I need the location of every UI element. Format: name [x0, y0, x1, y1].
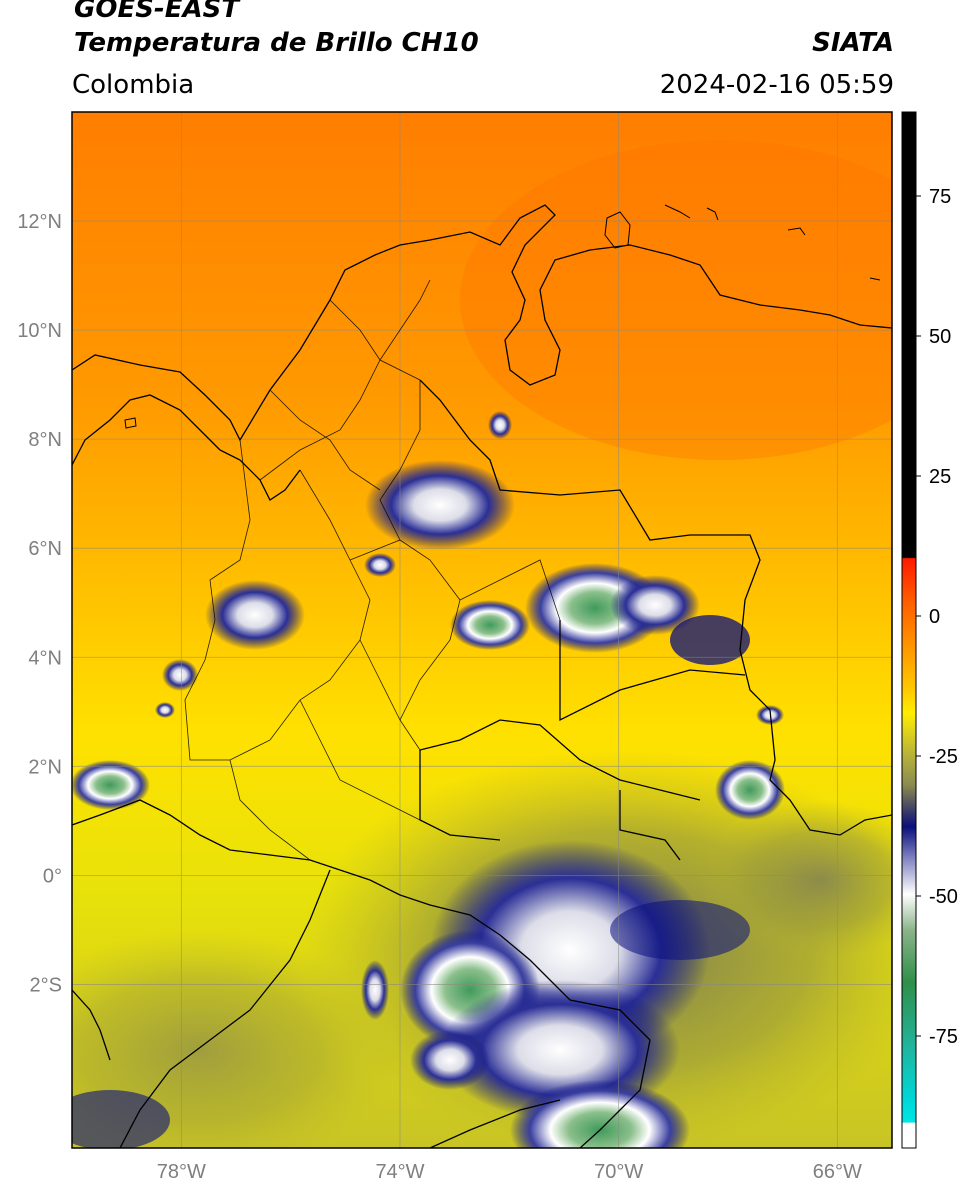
lat-tick-label: 0°	[43, 865, 62, 887]
lat-tick-label: 12°N	[17, 211, 62, 233]
colorbar-tick-label: 75	[929, 186, 951, 208]
colorbar	[902, 112, 916, 1148]
islands	[124, 204, 881, 429]
department-borders	[184, 279, 561, 861]
lon-tick-label: 78°W	[157, 1161, 206, 1183]
graticule	[72, 112, 892, 1148]
lat-tick-label: 2°N	[28, 756, 62, 778]
colorbar-tick-label: -75	[929, 1026, 958, 1048]
lat-tick-label: 6°N	[28, 538, 62, 560]
colorbar-tick-label: 50	[929, 326, 951, 348]
lon-tick-label: 74°W	[375, 1161, 424, 1183]
lat-tick-label: 8°N	[28, 429, 62, 451]
colorbar-frame	[901, 111, 917, 1149]
timestamp: 2024-02-16 05:59	[659, 70, 894, 100]
colorbar-tick-label: 0	[929, 606, 940, 628]
agency-label: SIATA	[812, 28, 894, 58]
colorbar-tick-label: 25	[929, 466, 951, 488]
colorbar-tick-label: -25	[929, 746, 958, 768]
map-frame	[71, 111, 893, 1149]
lat-tick-label: 4°N	[28, 647, 62, 669]
lat-tick-label: 2°S	[30, 974, 62, 996]
longitude-labels: 78°W 74°W 70°W 66°W	[157, 1161, 862, 1183]
country-borders	[72, 204, 892, 1148]
latitude-labels: 12°N 10°N 8°N 6°N 4°N 2°N 0° 2°S	[17, 211, 62, 996]
lat-tick-label: 10°N	[17, 320, 62, 342]
colorbar-ticks: 75 50 25 0 -25 -50 -75	[916, 186, 958, 1048]
satellite-title: GOES-EAST	[74, 0, 240, 24]
product-title: Temperatura de Brillo CH10	[74, 28, 479, 58]
lon-tick-label: 66°W	[813, 1161, 862, 1183]
lon-tick-label: 70°W	[594, 1161, 643, 1183]
colorbar-tick-label: -50	[929, 886, 958, 908]
region-label: Colombia	[72, 70, 195, 100]
